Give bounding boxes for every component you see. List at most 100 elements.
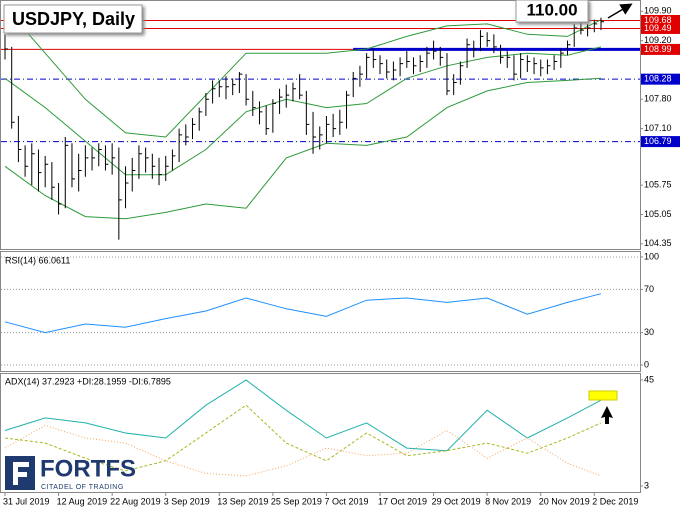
- ohlc-bar: [171, 149, 176, 171]
- indicator-line: [4, 379, 602, 452]
- level-label-box: [641, 43, 680, 55]
- brand-name: FORTFS: [40, 455, 136, 482]
- price-panel: [0, 0, 641, 250]
- ohlc-bar: [84, 145, 89, 177]
- ohlc-bar: [51, 162, 55, 200]
- ohlc-bar: [138, 145, 142, 179]
- x-tick-label: 2 Dec 2019: [592, 496, 638, 506]
- y-tick-label: 45: [644, 374, 654, 384]
- ohlc-bar: [178, 128, 183, 163]
- y-tick-label: 107.80: [644, 94, 672, 104]
- ohlc-bar: [252, 90, 256, 117]
- ohlc-bar: [479, 30, 484, 52]
- ohlc-bar: [165, 155, 169, 181]
- rsi-title: RSI(14) 66.0611: [5, 255, 70, 265]
- ohlc-bar: [185, 124, 189, 146]
- ohlc-bar: [346, 90, 350, 129]
- ohlc-bar: [392, 61, 397, 81]
- ohlc-bar: [587, 23, 591, 37]
- ohlc-bar: [486, 32, 491, 47]
- ohlc-bar: [285, 84, 290, 108]
- ohlc-bar: [352, 72, 357, 98]
- ohlc-bar: [151, 153, 156, 179]
- ohlc-bar: [24, 145, 29, 177]
- x-tick-label: 29 Oct 2019: [432, 496, 481, 506]
- ohlc-bar: [533, 57, 538, 75]
- y-tick-label: 109.90: [644, 6, 672, 16]
- title-box: [3, 4, 143, 34]
- logo-mark: [13, 462, 29, 485]
- ohlc-bar: [299, 74, 303, 100]
- ohlc-bar: [593, 19, 598, 33]
- arrow-up: [601, 406, 613, 424]
- x-tick-label: 31 Jul 2019: [3, 496, 50, 506]
- ohlc-bar: [71, 143, 75, 188]
- level-label: 106.79: [644, 136, 672, 146]
- ohlc-bar: [78, 153, 82, 192]
- y-tick-label: 104.35: [644, 238, 672, 248]
- level-label: 108.28: [644, 74, 672, 84]
- ohlc-bar: [44, 155, 49, 188]
- ohlc-bar: [560, 48, 564, 68]
- y-tick-label: 107.10: [644, 123, 672, 133]
- ohlc-bar: [325, 116, 330, 144]
- ohlc-bar: [31, 143, 35, 186]
- x-tick-label: 3 Sep 2019: [164, 496, 210, 506]
- ohlc-bar: [473, 40, 477, 58]
- ohlc-bar: [4, 34, 8, 60]
- ohlc-bar: [232, 78, 236, 96]
- ohlc-bar: [339, 109, 343, 135]
- ohlc-bar: [91, 147, 96, 171]
- ohlc-bar: [131, 157, 136, 192]
- x-tick-label: 7 Oct 2019: [324, 496, 368, 506]
- ohlc-bar: [573, 23, 578, 47]
- ohlc-bar: [58, 183, 62, 215]
- ohlc-bar: [305, 90, 310, 135]
- ohlc-bar: [520, 53, 524, 79]
- ohlc-bar: [453, 74, 457, 96]
- ohlc-bar: [118, 147, 122, 240]
- ohlc-bar: [312, 111, 317, 154]
- ohlc-bar: [426, 46, 430, 68]
- rsi-panel: [0, 251, 641, 372]
- ohlc-bar: [11, 46, 15, 129]
- ohlc-bar: [258, 101, 263, 125]
- ohlc-bar: [198, 107, 203, 131]
- x-tick-label: 12 Aug 2019: [57, 496, 108, 506]
- indicator-line: [4, 6, 602, 138]
- y-tick-label: 70: [644, 284, 654, 294]
- ohlc-bar: [64, 136, 69, 209]
- annotation: 110.00: [526, 0, 577, 19]
- ohlc-bar: [292, 82, 296, 102]
- ohlc-bar: [158, 157, 163, 186]
- ohlc-bar: [412, 57, 417, 75]
- x-tick-label: 22 Aug 2019: [110, 496, 161, 506]
- level-label-box: [641, 15, 680, 27]
- ohlc-bar: [104, 145, 109, 171]
- annotation-box: [515, 0, 589, 23]
- ohlc-bar: [332, 113, 337, 137]
- ohlc-bar: [433, 40, 437, 60]
- ohlc-bar: [567, 40, 571, 56]
- chart-title: USDJPY, Daily: [12, 9, 135, 29]
- y-tick-label: 0: [644, 359, 649, 369]
- level-label-box: [641, 73, 680, 85]
- ohlc-bar: [145, 147, 149, 173]
- ohlc-bar: [212, 80, 216, 104]
- ohlc-bar: [540, 59, 544, 77]
- y-tick-label: 30: [644, 327, 654, 337]
- ohlc-bar: [439, 46, 444, 66]
- x-tick-label: 17 Oct 2019: [378, 496, 427, 506]
- ohlc-bar: [359, 65, 363, 87]
- ohlc-bar: [125, 166, 129, 209]
- x-tick-label: 8 Nov 2019: [485, 496, 531, 506]
- level-label-box: [641, 136, 680, 148]
- ohlc-bar: [265, 105, 270, 135]
- indicator-line: [4, 293, 602, 334]
- ohlc-bar: [386, 59, 390, 79]
- adx-title: ADX(14) 37.2923 +DI:28.1959 -DI:6.7895: [5, 376, 171, 386]
- indicator-line: [4, 404, 602, 472]
- ohlc-bar: [272, 99, 276, 133]
